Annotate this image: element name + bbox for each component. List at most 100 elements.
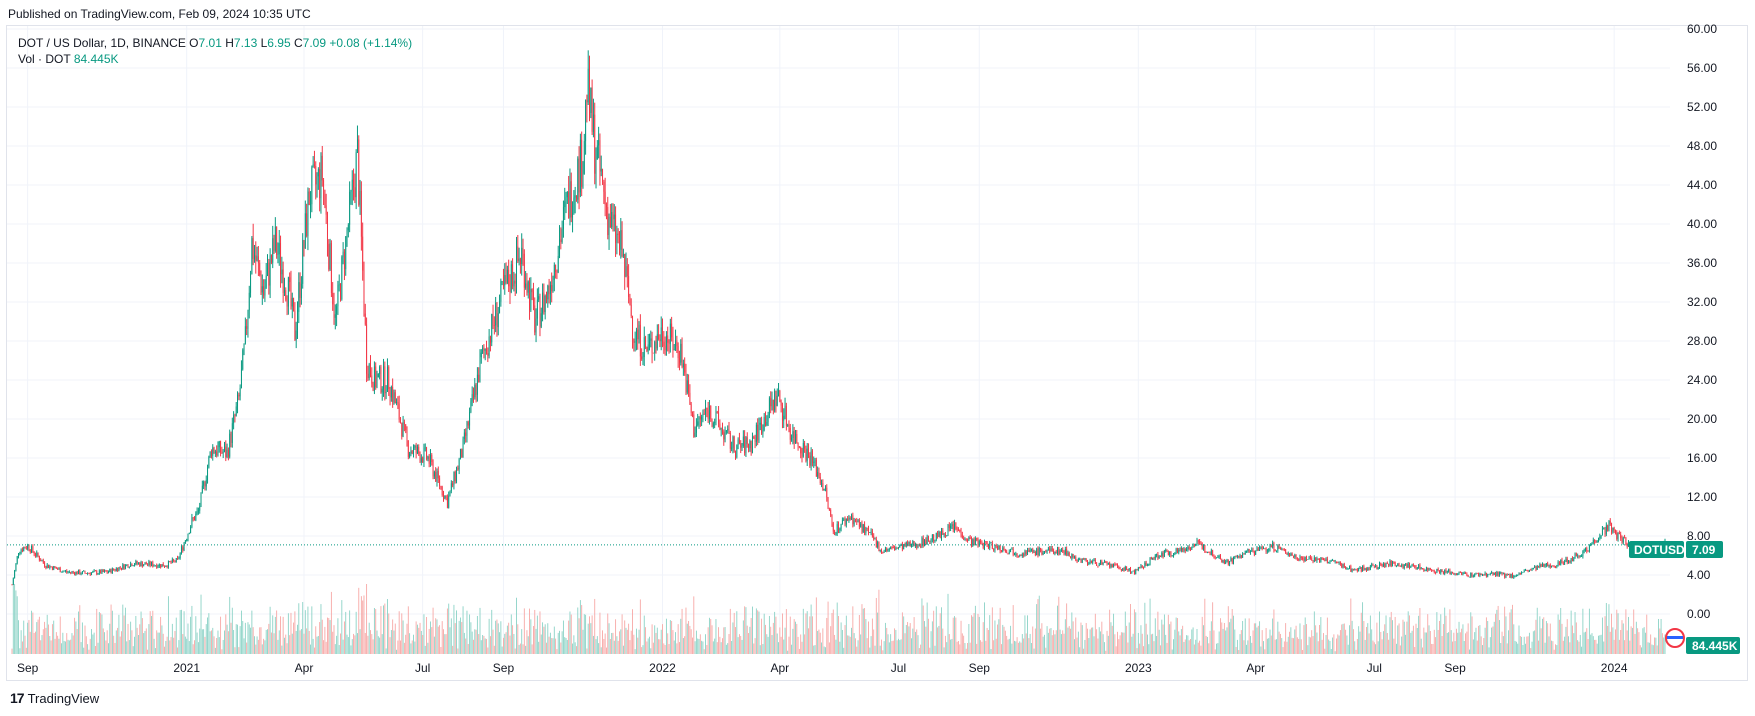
candle-body [1500, 572, 1502, 574]
volume-bar [753, 643, 755, 654]
candle-body [1037, 548, 1039, 556]
candle-body [186, 539, 188, 541]
volume-bar [480, 640, 482, 654]
candle-body [1046, 549, 1048, 553]
volume-bar [1495, 613, 1496, 654]
candle-body [299, 282, 301, 298]
candle-body [148, 561, 150, 565]
candle-body [175, 557, 177, 563]
candle-body [1457, 573, 1459, 576]
candle-body [693, 414, 695, 437]
volume-bar [552, 638, 554, 654]
candle-body [968, 537, 970, 541]
volume-bar [613, 640, 615, 654]
candle-body [1158, 556, 1160, 559]
volume-bar [315, 626, 317, 654]
volume-bar [663, 643, 665, 654]
volume-label: Vol · DOT [18, 52, 71, 66]
volume-bar [1474, 632, 1476, 654]
candle-body [96, 571, 98, 575]
candle-body [394, 392, 396, 404]
volume-bar [1479, 625, 1481, 654]
candle-body [1532, 567, 1534, 570]
volume-bar [130, 621, 132, 654]
candle-body [680, 343, 682, 363]
volume-bar [273, 633, 275, 654]
candle-body [160, 564, 162, 568]
candle-body [1319, 559, 1320, 563]
candle-body [1166, 549, 1168, 551]
volume-bar [999, 607, 1001, 654]
price-badge: DOTUSD 7.09 [1629, 541, 1723, 558]
candle-body [474, 384, 476, 398]
volume-bar [171, 623, 173, 654]
volume-bar [759, 645, 761, 654]
candle-body [600, 168, 602, 172]
candle-body [1027, 550, 1028, 555]
candle-body [585, 100, 587, 142]
candle-body [1454, 573, 1456, 575]
volume-bar [1167, 614, 1169, 654]
candle-body [1431, 570, 1433, 571]
candle-body [1329, 561, 1331, 563]
volume-bar [484, 638, 486, 654]
candle-body [409, 453, 411, 457]
candle-body [124, 564, 126, 569]
candle-body [1153, 558, 1155, 559]
volume-bar [792, 628, 794, 654]
volume-bar [320, 604, 322, 654]
volume-bar [488, 618, 490, 654]
volume-bar [1040, 628, 1042, 654]
candle-body [328, 244, 330, 270]
volume-bar [817, 630, 819, 654]
candle-body [27, 544, 29, 549]
candle-body [973, 539, 975, 545]
candle-body [101, 569, 103, 574]
volume-bar [1123, 632, 1125, 654]
volume-bar [909, 623, 911, 654]
candle-body [1349, 566, 1350, 569]
candle-body [1040, 548, 1042, 551]
volume-bar [36, 622, 38, 654]
candle-body [260, 275, 262, 293]
candle-body [864, 524, 866, 533]
volume-bar [542, 622, 544, 654]
candle-body [187, 533, 189, 540]
volume-bar [420, 630, 422, 654]
candle-body [1019, 555, 1021, 556]
candle-body [901, 544, 903, 550]
volume-bar [1277, 621, 1279, 654]
candle-body [1452, 572, 1453, 574]
candle-body [1591, 542, 1593, 544]
volume-bar [628, 623, 630, 654]
volume-bar [124, 607, 126, 654]
candle-body [549, 285, 551, 295]
volume-bar [1148, 644, 1150, 654]
volume-bar [673, 640, 675, 654]
volume-bar [1581, 646, 1583, 654]
candle-body [83, 571, 85, 572]
candle-body [695, 425, 697, 433]
volume-bar [32, 612, 34, 654]
volume-bar [576, 646, 577, 654]
volume-bar [46, 614, 48, 654]
volume-bar [758, 611, 760, 654]
volume-bar [50, 640, 52, 654]
volume-bar [1626, 630, 1628, 654]
candle-body [1256, 548, 1258, 551]
candle-body [972, 539, 974, 546]
volume-bar [1429, 630, 1431, 654]
volume-bar [1424, 632, 1426, 654]
candle-body [1504, 573, 1506, 578]
candle-body [1577, 555, 1579, 557]
volume-bar [813, 645, 815, 654]
candle-body [483, 347, 485, 351]
volume-bar [1534, 630, 1536, 654]
volume-bar [892, 640, 894, 654]
volume-bar [1066, 603, 1068, 654]
candle-body [813, 461, 815, 463]
candle-body [1547, 563, 1549, 567]
candle-body [1381, 564, 1383, 566]
candle-body [1183, 549, 1185, 551]
